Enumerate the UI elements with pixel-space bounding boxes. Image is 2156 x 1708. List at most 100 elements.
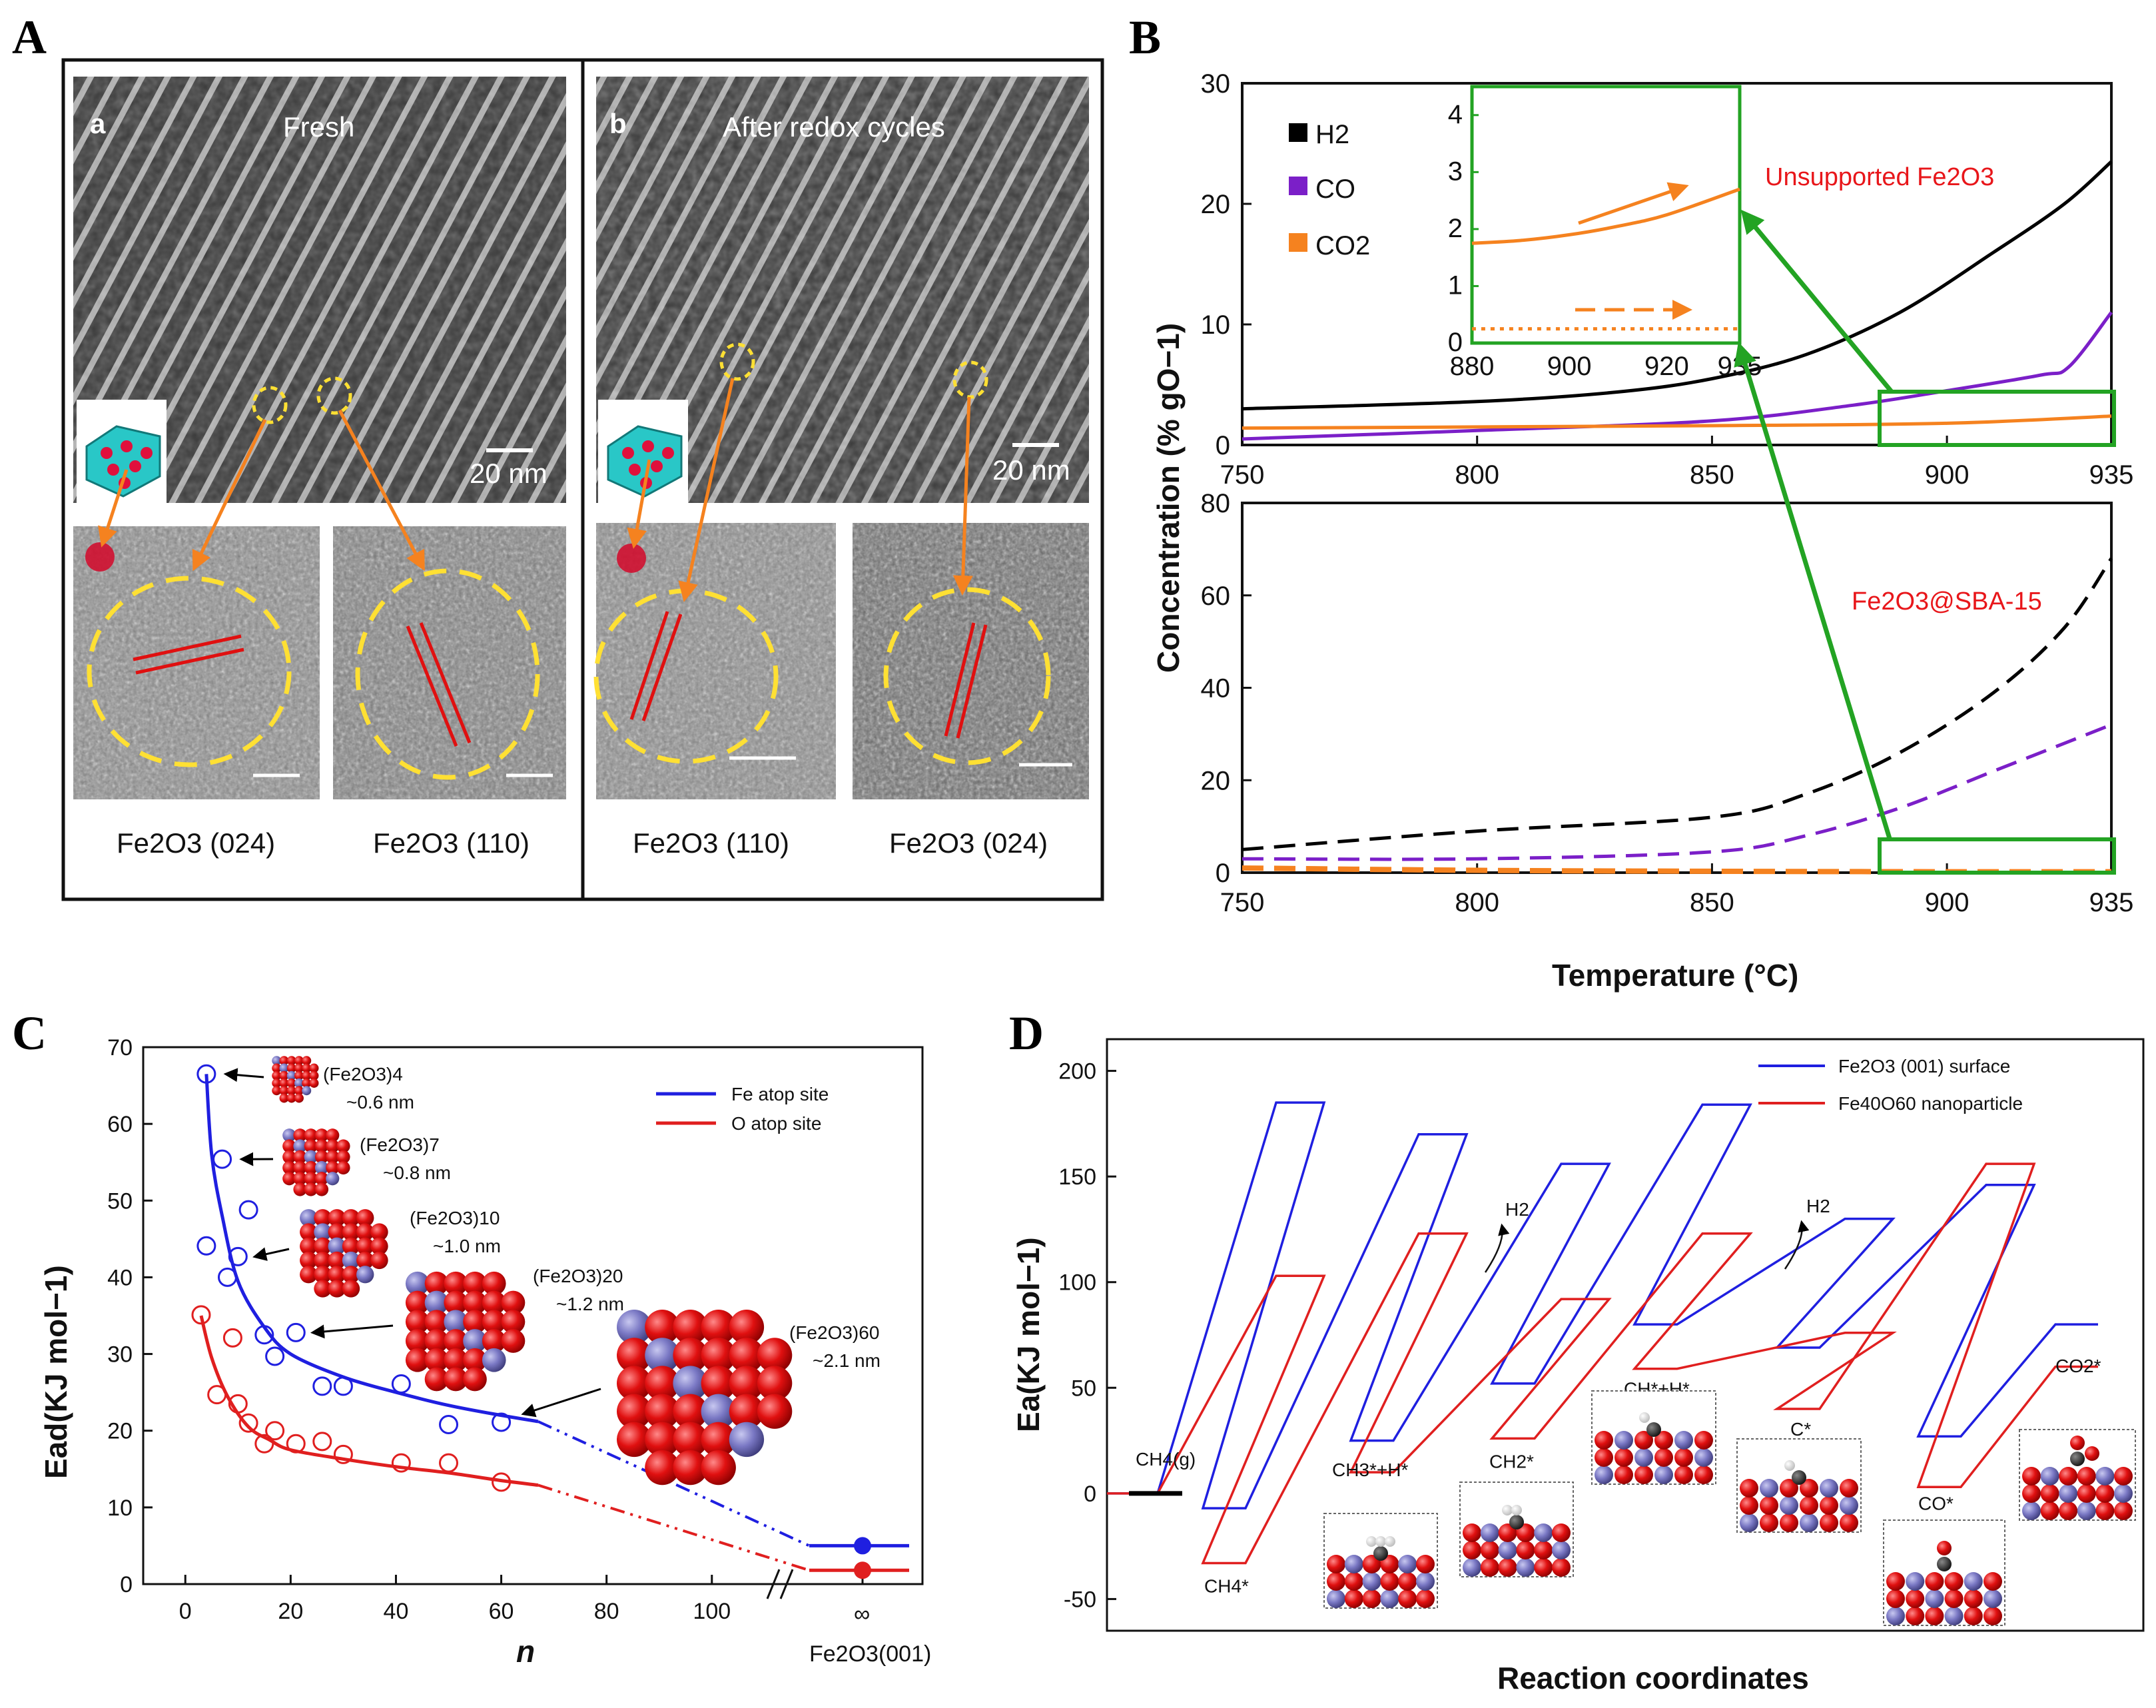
d-surface-atom <box>1820 1479 1838 1497</box>
d-surface-atom <box>1760 1479 1778 1497</box>
d-surface-atom <box>1416 1555 1435 1573</box>
d-surface-atom <box>1634 1431 1653 1450</box>
d-surface-atom <box>1925 1589 1944 1608</box>
o-atom <box>482 1271 506 1296</box>
d-surface-atom <box>2040 1467 2059 1486</box>
o-atom <box>356 1251 374 1270</box>
d-snapshot-1 <box>1459 1482 1574 1577</box>
o-atom <box>463 1310 487 1334</box>
d-state-label: CO* <box>1918 1493 1954 1513</box>
d-surface-atom <box>2077 1467 2096 1486</box>
o-atom <box>757 1338 793 1373</box>
c-legend-fe: Fe atop site <box>731 1084 829 1104</box>
b-legend: H2 CO CO2 <box>1289 120 1370 260</box>
c-data-point <box>286 1434 306 1454</box>
c-legend-o: O atop site <box>731 1113 821 1134</box>
fe-atom <box>356 1266 374 1284</box>
c-cluster-arrow <box>521 1388 601 1418</box>
fe-atom <box>272 1056 282 1066</box>
c-data-point <box>212 1149 232 1169</box>
c-xtick-label: 0 <box>179 1599 192 1624</box>
o-atom <box>617 1394 652 1429</box>
fe-atom <box>482 1348 506 1372</box>
fe-atom <box>300 1209 318 1227</box>
o-atom <box>314 1209 332 1227</box>
d-surface-atom <box>1740 1496 1758 1515</box>
o-atom <box>645 1394 680 1429</box>
d-surface-atom <box>1925 1572 1944 1591</box>
o-atom <box>342 1237 360 1255</box>
d-surface-atom <box>1595 1448 1613 1467</box>
fe-atom <box>293 1139 307 1153</box>
b-legend-co: CO <box>1315 175 1355 204</box>
o-atom <box>294 1056 304 1066</box>
d-surface-atom <box>1463 1558 1481 1577</box>
c-cluster-3 <box>405 1271 526 1392</box>
o-atom <box>294 1093 304 1103</box>
o-atom <box>405 1290 430 1315</box>
o-atom <box>326 1160 340 1175</box>
b-bot-xtick-label: 850 <box>1690 888 1734 917</box>
o-atom <box>294 1070 304 1080</box>
o-atom <box>701 1450 736 1486</box>
c-ytick-label: 60 <box>107 1112 133 1137</box>
b-y-axis-label: Concentration (% gO−1) <box>1151 323 1186 673</box>
o-atom <box>300 1223 318 1241</box>
o-atom <box>463 1348 487 1372</box>
o-atom <box>463 1290 487 1315</box>
b-bot-ytick-label: 80 <box>1201 489 1231 518</box>
b-inset-ytick-label: 2 <box>1448 214 1463 243</box>
o-atom <box>444 1271 468 1296</box>
o-atom <box>673 1394 708 1429</box>
c-cluster-size: ~0.6 nm <box>346 1092 414 1112</box>
o-atom <box>673 1450 708 1486</box>
o-atom <box>294 1063 304 1073</box>
c-xtick-label: 40 <box>384 1599 409 1624</box>
o-atom <box>302 1063 312 1073</box>
c-data-point <box>228 1394 248 1414</box>
o-atom <box>424 1329 449 1353</box>
c-data-point <box>196 1236 216 1256</box>
b-bot-ytick-label: 20 <box>1201 766 1231 795</box>
o-atom <box>326 1128 340 1142</box>
o-atom <box>701 1422 736 1458</box>
o-atom <box>482 1310 506 1334</box>
b-top-xtick-label: 850 <box>1690 460 1734 490</box>
c-atom <box>1373 1546 1388 1561</box>
fe-atom <box>617 1310 652 1345</box>
scale-label-a: 20 nm <box>470 458 547 489</box>
d-surface-atom <box>1654 1448 1673 1467</box>
o-atom <box>282 1172 296 1186</box>
fe-atom <box>326 1172 340 1186</box>
d-surface-atom <box>2022 1467 2041 1486</box>
c-data-point <box>492 1472 512 1492</box>
c-data-point <box>196 1064 216 1084</box>
b-bot-ytick-label: 40 <box>1201 674 1231 703</box>
c-fit-1 <box>199 1315 539 1487</box>
b-inset-frame <box>1470 85 1742 345</box>
d-legend-surface: Fe2O3 (001) surface <box>1838 1056 2010 1076</box>
o-atom <box>463 1271 487 1296</box>
d-surface-atom <box>1654 1431 1673 1450</box>
d-surface-atom <box>2022 1484 2041 1503</box>
d-surface-atom <box>1498 1523 1517 1542</box>
subpanel-a: a Fresh 20 nm Fe2O3 (024) Fe2O3 (110) <box>73 77 566 859</box>
d-surface-atom <box>2059 1484 2078 1503</box>
c-cluster-arrow <box>223 1068 264 1082</box>
o-atom <box>272 1063 282 1073</box>
d-surface-atom <box>1552 1523 1571 1542</box>
o-atom <box>314 1182 329 1196</box>
b-top-ytick-label: 20 <box>1201 190 1231 219</box>
scale-label-b: 20 nm <box>992 454 1070 486</box>
b-inset-ytick-label: 0 <box>1448 328 1463 357</box>
d-surface-atom <box>1886 1589 1905 1608</box>
c-cluster-size: ~1.0 nm <box>433 1236 501 1256</box>
b-top-xtick-label: 935 <box>2089 460 2134 490</box>
o-atom <box>314 1266 332 1284</box>
h-atom <box>1639 1412 1650 1423</box>
o-atom <box>757 1366 793 1401</box>
o-atom <box>279 1070 289 1080</box>
fe-atom <box>282 1128 296 1142</box>
o-atom <box>309 1078 319 1088</box>
b-bot-ytick-label: 60 <box>1201 582 1231 611</box>
